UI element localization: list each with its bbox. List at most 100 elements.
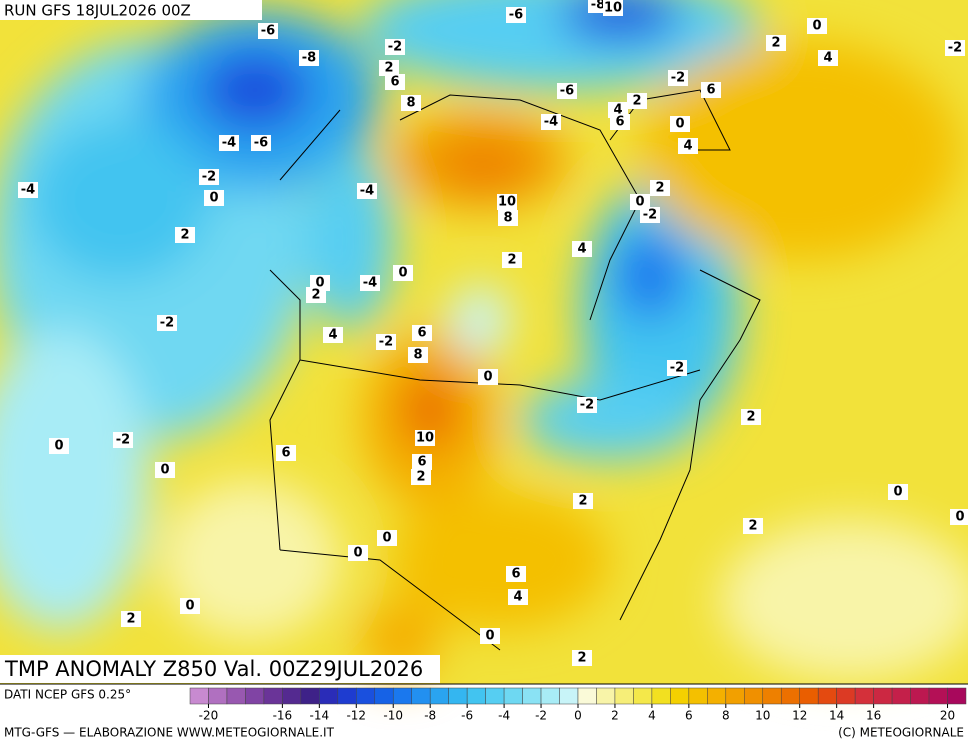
contour-label: 0	[485, 629, 494, 644]
label-bg	[219, 135, 239, 151]
contour-label: -6	[509, 8, 523, 23]
colorbar-cell	[762, 687, 782, 705]
label-bg	[113, 432, 133, 448]
contour-label: 0	[675, 117, 684, 132]
contour-label: 0	[382, 531, 391, 546]
contour-label: 2	[507, 253, 516, 268]
label-bg	[155, 462, 175, 478]
colorbar-cell	[725, 687, 745, 705]
colorbar-cell	[947, 687, 967, 705]
label-bg	[360, 275, 380, 291]
colorbar-cell	[651, 687, 671, 705]
label-bg	[385, 39, 405, 55]
colorbar-cell	[928, 687, 948, 705]
label-bg	[415, 430, 435, 446]
label-bg	[401, 95, 421, 111]
contour-label: -2	[670, 361, 684, 376]
contour-label: -4	[363, 276, 377, 291]
label-bg	[541, 114, 561, 130]
colorbar-cell	[263, 687, 283, 705]
contour-label: -2	[160, 316, 174, 331]
colorbar-cell	[226, 687, 246, 705]
colorbar-tick-label: -20	[199, 709, 219, 723]
label-bg	[678, 138, 698, 154]
label-bg	[506, 566, 526, 582]
contour-label: 0	[955, 510, 964, 525]
contour-label: -4	[222, 136, 236, 151]
contour-label: 6	[390, 75, 399, 90]
colorbar-cell	[466, 687, 486, 705]
colorbar-tick-label: -2	[535, 709, 547, 723]
map-title: TMP ANOMALY Z850 Val. 00Z29JUL2026	[4, 657, 423, 681]
contour-label: 2	[771, 36, 780, 51]
label-bg	[258, 23, 278, 39]
label-bg	[385, 74, 405, 90]
contour-label: 10	[604, 1, 622, 16]
contour-label: -6	[254, 136, 268, 151]
contour-label: 0	[185, 599, 194, 614]
contour-label: 0	[635, 195, 644, 210]
label-bg	[888, 484, 908, 500]
anomaly-field	[0, 0, 968, 684]
label-bg	[180, 598, 200, 614]
label-bg	[379, 60, 399, 76]
contour-label: 6	[417, 455, 426, 470]
label-bg	[306, 287, 326, 303]
label-bg	[508, 589, 528, 605]
contour-label: -6	[560, 84, 574, 99]
label-bg	[276, 445, 296, 461]
colorbar-cell	[282, 687, 302, 705]
contour-label: 6	[706, 83, 715, 98]
label-bg	[766, 35, 786, 51]
contour-label: -4	[21, 183, 35, 198]
label-bg	[610, 114, 630, 130]
label-bg	[668, 70, 688, 86]
contour-label: 0	[483, 370, 492, 385]
label-bg	[377, 530, 397, 546]
colorbar-cell	[780, 687, 800, 705]
colorbar-cell	[208, 687, 228, 705]
contour-label: 4	[513, 590, 522, 605]
contour-label: 0	[893, 485, 902, 500]
contour-label: 0	[54, 439, 63, 454]
label-bg	[497, 194, 517, 210]
contour-label: -4	[544, 115, 558, 130]
colorbar-cell	[670, 687, 690, 705]
label-bg	[199, 169, 219, 185]
colorbar-cell	[392, 687, 412, 705]
contour-label: 0	[209, 191, 218, 206]
title-box	[0, 655, 440, 683]
colorbar-cell	[245, 687, 265, 705]
contour-label: -8	[591, 0, 605, 13]
label-bg	[577, 397, 597, 413]
label-bg	[506, 7, 526, 23]
contour-label: 4	[328, 328, 337, 343]
colorbar-tick-label: 12	[792, 709, 807, 723]
label-bg	[667, 360, 687, 376]
contour-label: -2	[379, 335, 393, 350]
colorbar-tick-label: 2	[611, 709, 619, 723]
label-bg	[640, 207, 660, 223]
header-box	[0, 0, 262, 20]
contour-label: 0	[812, 19, 821, 34]
colorbar-tick-label: 14	[829, 709, 844, 723]
colorbar-cell	[614, 687, 634, 705]
colorbar-cell	[356, 687, 376, 705]
label-bg	[603, 0, 623, 16]
contour-label: 10	[498, 195, 516, 210]
colorbar: -20 -16 -14 -12 -10 -8 -6 -4 -2 0 2 4 6 8 10 12 14 16 20	[189, 687, 967, 723]
colorbar-tick-label: -12	[346, 709, 366, 723]
contour-label: 2	[578, 494, 587, 509]
colorbar-tick-label: 4	[648, 709, 656, 723]
contour-label: 2	[577, 651, 586, 666]
label-bg	[630, 194, 650, 210]
label-bg	[157, 315, 177, 331]
colorbar-cell	[817, 687, 837, 705]
contour-label: 4	[577, 242, 586, 257]
colorbar-cell	[503, 687, 523, 705]
run-label: RUN GFS 18JUL2026 00Z	[4, 2, 191, 20]
label-bg	[393, 265, 413, 281]
contour-label: 2	[126, 612, 135, 627]
contour-label: -4	[360, 184, 374, 199]
label-bg	[323, 327, 343, 343]
